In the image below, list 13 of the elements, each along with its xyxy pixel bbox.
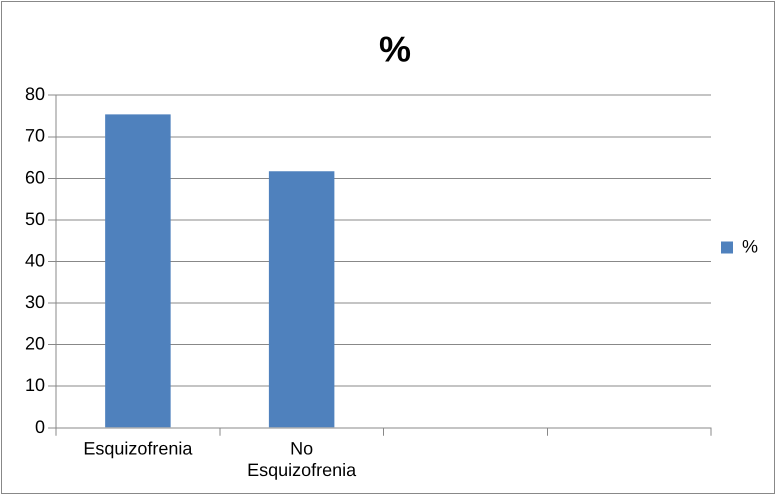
y-tick-label: 20: [24, 334, 46, 354]
y-tick-label: 30: [24, 292, 46, 312]
legend-label: %: [742, 236, 758, 256]
y-tick-label: 0: [35, 416, 46, 437]
chart-title: %: [378, 28, 412, 70]
x-tick-label: Esquizofrenia: [83, 438, 194, 459]
y-tick-label: 60: [24, 167, 46, 188]
y-tick-label: 10: [24, 375, 46, 396]
y-tick-label: 50: [24, 208, 46, 229]
y-tick-label: 70: [24, 126, 46, 146]
y-tick-label: 80: [24, 84, 46, 104]
y-tick-label: 40: [24, 250, 46, 270]
x-tick-label: No Esquizofrenia: [247, 438, 358, 480]
